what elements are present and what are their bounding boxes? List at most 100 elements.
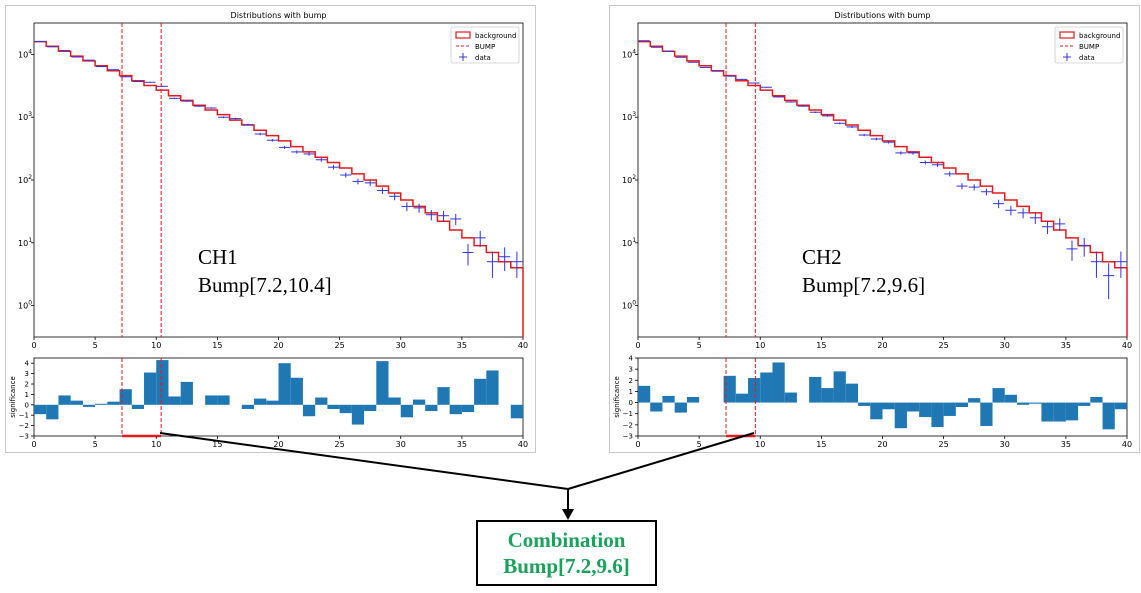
sig-y-tick-label: 0: [629, 399, 633, 407]
data-point: [944, 171, 956, 177]
significance-bar: [131, 404, 145, 409]
significance-bar: [205, 395, 218, 405]
significance-bar: [364, 404, 377, 412]
data-point: [450, 213, 462, 226]
significance-bar: [1053, 402, 1066, 422]
significance-bar: [1114, 402, 1127, 410]
main-x-tick-label: 30: [1000, 341, 1010, 350]
significance-bar: [241, 404, 255, 409]
data-point: [254, 132, 266, 136]
data-point: [205, 107, 217, 109]
sig-x-tick-label: 20: [877, 440, 887, 449]
legend: background BUMP data: [1054, 26, 1124, 64]
data-point: [1103, 263, 1115, 300]
significance-bar: [266, 400, 279, 405]
significance-bar: [425, 404, 438, 412]
significance-bar: [894, 402, 907, 429]
significance-bar: [638, 385, 651, 403]
significance-bar: [1090, 397, 1103, 403]
data-point: [181, 100, 193, 102]
significance-bar: [156, 360, 169, 405]
data-point: [499, 247, 511, 272]
significance-bar: [474, 378, 487, 405]
data-point: [474, 230, 486, 248]
sig-x-tick-label: 35: [457, 440, 467, 449]
data-point: [95, 66, 107, 68]
data-point: [1054, 218, 1066, 231]
significance-bar: [1102, 402, 1115, 430]
data-point: [486, 251, 498, 278]
data-point: [821, 115, 833, 117]
significance-bars: [34, 360, 523, 425]
main-x-tick-label: 25: [335, 341, 345, 350]
data-point: [724, 75, 736, 77]
sig-y-tick-label: 2: [629, 377, 633, 385]
significance-bar: [119, 389, 132, 405]
data-point: [907, 151, 919, 155]
main-x-tick-label: 0: [31, 341, 36, 350]
combination-line2: Bump[7.2,9.6]: [503, 554, 630, 578]
legend-label-data: data: [475, 54, 491, 62]
main-x-tick-label: 20: [877, 341, 887, 350]
data-point: [919, 160, 931, 165]
data-point: [401, 202, 413, 212]
significance-bar: [107, 401, 120, 405]
data-point: [328, 165, 340, 170]
data-point: [59, 50, 71, 52]
significance-bar: [70, 400, 83, 405]
data-point: [413, 203, 425, 213]
sig-x-tick-label: 0: [635, 440, 640, 449]
significance-axis-label: significance: [9, 376, 17, 418]
data-point: [156, 85, 168, 87]
significance-bar: [882, 402, 895, 410]
data-point: [169, 97, 181, 99]
data-point: [687, 61, 699, 63]
sig-y-tick-label: 2: [25, 381, 29, 389]
data-point: [932, 162, 944, 167]
chart-title: Distributions with bump: [835, 11, 931, 20]
significance-bar: [980, 402, 993, 426]
significance-bar: [686, 397, 700, 403]
significance-bar: [46, 404, 59, 420]
data-point: [980, 188, 992, 196]
main-y-tick-label: 102: [622, 174, 636, 185]
data-point: [291, 150, 303, 154]
sig-y-tick-label: −2: [19, 422, 29, 430]
significance-bar: [650, 402, 663, 412]
significance-bar: [388, 397, 401, 405]
significance-bar: [449, 404, 462, 415]
significance-axis-label: significance: [613, 376, 621, 418]
significance-bar: [845, 383, 859, 403]
significance-bar: [412, 399, 426, 405]
data-point: [773, 96, 785, 98]
sig-x-tick-label: 25: [939, 440, 949, 449]
sig-x-tick-label: 10: [151, 440, 161, 449]
background-histogram: [638, 40, 1128, 337]
significance-bar: [180, 381, 193, 405]
main-x-tick-label: 35: [457, 341, 467, 350]
sig-y-tick-label: 0: [25, 401, 29, 409]
sig-y-tick-label: 1: [25, 391, 29, 399]
significance-bar: [1065, 402, 1079, 421]
significance-bars: [638, 362, 1127, 430]
data-point: [303, 152, 315, 156]
significance-bar: [858, 402, 871, 406]
main-y-tick-label: 100: [18, 300, 32, 311]
main-x-tick-label: 40: [1122, 341, 1132, 350]
main-y-tick-label: 103: [18, 111, 32, 122]
connector-line-ch1: [159, 432, 569, 490]
significance-bar: [82, 404, 96, 407]
sig-x-tick-label: 15: [816, 440, 826, 449]
sig-y-tick-label: −3: [623, 433, 633, 441]
data-point: [846, 125, 858, 128]
sig-x-tick-label: 10: [755, 440, 765, 449]
data-point: [1029, 212, 1041, 224]
data-point: [230, 117, 242, 120]
significance-bar: [95, 403, 108, 405]
significance-bar: [1041, 402, 1054, 422]
significance-bar: [919, 402, 932, 418]
significance-bar: [400, 404, 413, 418]
chart-panel-ch1: Distributions with bump 0 5 10 15 20 25 30 35 40 1…: [5, 5, 536, 453]
main-x-tick-label: 20: [273, 341, 283, 350]
data-point: [870, 137, 882, 141]
